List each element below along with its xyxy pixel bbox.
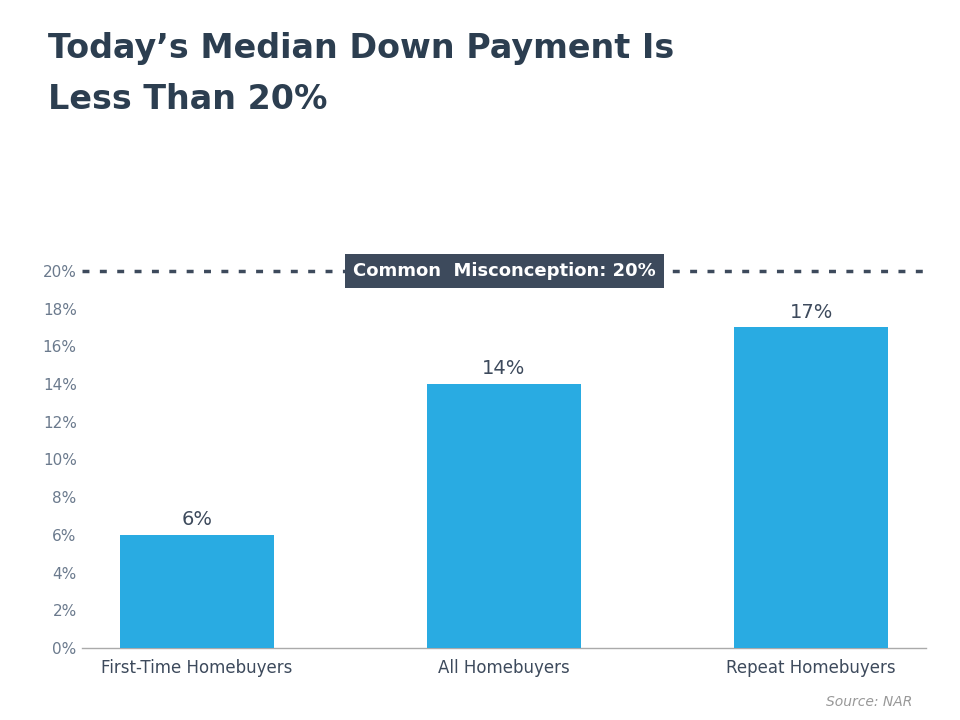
Bar [427,384,581,648]
Text: Common  Misconception: 20%: Common Misconception: 20% [352,262,656,280]
Bar [734,328,888,648]
Text: 14%: 14% [482,359,526,378]
Text: 6%: 6% [181,510,212,529]
Text: Source: NAR: Source: NAR [826,696,912,709]
Text: Less Than 20%: Less Than 20% [48,83,327,116]
Text: Today’s Median Down Payment Is: Today’s Median Down Payment Is [48,32,674,66]
Bar [120,535,274,648]
Text: 17%: 17% [789,303,833,322]
